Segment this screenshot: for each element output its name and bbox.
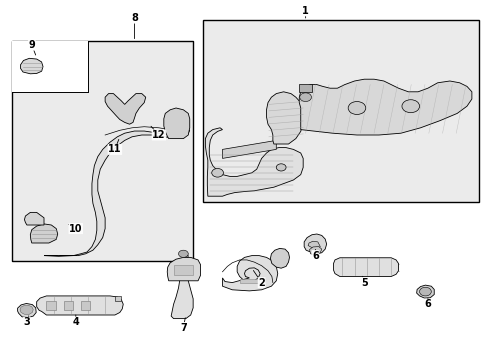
Polygon shape	[37, 296, 123, 315]
Bar	[12, 41, 193, 261]
Text: 11: 11	[108, 139, 122, 154]
Text: 5: 5	[360, 276, 367, 288]
Text: 1: 1	[302, 6, 308, 18]
Polygon shape	[239, 279, 259, 283]
Polygon shape	[222, 256, 277, 291]
Polygon shape	[299, 84, 311, 92]
Polygon shape	[115, 296, 121, 301]
Polygon shape	[307, 241, 320, 249]
Circle shape	[347, 102, 365, 114]
Circle shape	[178, 250, 188, 257]
Polygon shape	[333, 258, 398, 276]
Circle shape	[276, 164, 285, 171]
Polygon shape	[205, 128, 303, 196]
Polygon shape	[304, 234, 326, 254]
Polygon shape	[222, 140, 276, 158]
Polygon shape	[416, 285, 433, 298]
Polygon shape	[18, 303, 36, 318]
Text: 8: 8	[131, 13, 138, 39]
Circle shape	[401, 100, 419, 113]
Text: 12: 12	[151, 126, 165, 140]
Polygon shape	[270, 248, 289, 268]
Bar	[81, 301, 90, 310]
Polygon shape	[309, 247, 321, 255]
Text: 7: 7	[180, 318, 186, 333]
Bar	[46, 301, 56, 310]
Circle shape	[419, 287, 430, 296]
Polygon shape	[173, 265, 193, 275]
Polygon shape	[167, 257, 200, 281]
Text: 3: 3	[23, 316, 30, 327]
Polygon shape	[20, 58, 43, 74]
Polygon shape	[163, 108, 189, 139]
Text: 9: 9	[28, 40, 36, 55]
Polygon shape	[20, 305, 33, 314]
Text: 6: 6	[424, 298, 430, 309]
Polygon shape	[44, 130, 189, 256]
Bar	[12, 41, 88, 92]
Bar	[63, 301, 73, 310]
Text: 4: 4	[72, 315, 79, 327]
Bar	[203, 20, 478, 202]
Text: 6: 6	[311, 249, 318, 261]
Text: 2: 2	[253, 270, 264, 288]
Circle shape	[299, 93, 311, 102]
Polygon shape	[266, 92, 303, 144]
Polygon shape	[30, 224, 58, 243]
Polygon shape	[299, 79, 471, 135]
Polygon shape	[24, 212, 44, 225]
Circle shape	[211, 168, 223, 177]
Text: 10: 10	[68, 224, 82, 234]
Polygon shape	[171, 256, 193, 319]
Polygon shape	[105, 94, 145, 124]
